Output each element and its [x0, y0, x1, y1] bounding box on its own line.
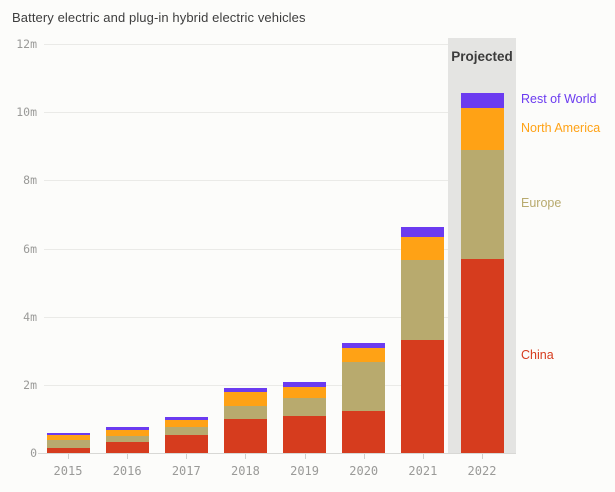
x-axis-label-2021: 2021: [408, 464, 438, 478]
gridline-4m: [44, 316, 516, 318]
y-axis-label-10m: 10m: [16, 105, 37, 120]
bar-segment-2019-rest-of-world: [283, 382, 327, 388]
bar-segment-2020-china: [342, 410, 386, 453]
legend-label-rest-of-world: Rest of World: [521, 92, 597, 107]
legend-label-north-america: North America: [521, 120, 601, 135]
bar-segment-2022-north-america: [460, 108, 504, 150]
x-axis-label-2022: 2022: [467, 464, 497, 478]
bar-segment-2018-north-america: [223, 391, 267, 406]
bar-segment-2022-rest-of-world: [460, 92, 504, 109]
bar-segment-2017-europe: [164, 426, 208, 435]
legend-label-europe: Europe: [521, 196, 562, 211]
x-axis-tick-2016: [127, 454, 129, 459]
x-axis-label-2019: 2019: [290, 464, 320, 478]
bar-segment-2020-north-america: [342, 348, 386, 362]
bar-segment-2015-north-america: [46, 434, 90, 441]
bar-segment-2020-rest-of-world: [342, 342, 386, 349]
bar-segment-2022-china: [460, 258, 504, 453]
chart-title: Battery electric and plug-in hybrid elec…: [12, 10, 306, 25]
x-axis-tick-2021: [422, 454, 424, 459]
bar-segment-2015-rest-of-world: [46, 432, 90, 435]
y-axis-label-0: 0: [30, 446, 37, 460]
bar-segment-2021-china: [401, 339, 445, 453]
bar-segment-2019-china: [283, 415, 327, 453]
gridline-12m: [44, 44, 516, 45]
y-axis-label-4m: 4m: [23, 309, 37, 324]
bar-segment-2018-europe: [223, 405, 267, 419]
bar-segment-2019-europe: [283, 398, 327, 416]
bar-segment-2016-europe: [105, 435, 149, 443]
bar-segment-2017-rest-of-world: [164, 416, 208, 420]
projected-annotation-label: Projected: [451, 49, 513, 64]
x-axis-label-2017: 2017: [171, 464, 201, 478]
x-axis-label-2016: 2016: [112, 464, 142, 478]
x-axis-tick-2015: [68, 454, 69, 459]
bar-segment-2015-europe: [46, 440, 90, 449]
bar-segment-2017-north-america: [164, 419, 208, 427]
gridline-6m: [44, 248, 516, 250]
bar-segment-2018-rest-of-world: [223, 388, 267, 392]
x-axis-tick-2020: [363, 454, 365, 459]
x-axis-tick-2017: [186, 454, 188, 459]
x-axis-label-2020: 2020: [349, 464, 379, 478]
bar-segment-2016-rest-of-world: [105, 427, 149, 431]
bar-segment-2020-europe: [342, 361, 386, 411]
x-axis-label-2018: 2018: [230, 464, 260, 478]
gridline-2m: [44, 384, 516, 386]
x-axis-tick-2019: [304, 454, 306, 459]
bar-segment-2018-china: [223, 418, 267, 453]
bar-segment-2015-china: [46, 448, 90, 453]
x-axis-line: [38, 453, 516, 454]
bar-segment-2016-china: [105, 442, 149, 453]
bar-segment-2022-europe: [460, 149, 504, 259]
bar-segment-2019-north-america: [283, 387, 327, 399]
x-axis-tick-2018: [245, 454, 247, 459]
gridline-8m: [44, 180, 516, 182]
x-axis-tick-2022: [482, 454, 483, 459]
bar-segment-2021-europe: [401, 259, 445, 340]
bar-segment-2021-rest-of-world: [401, 226, 445, 237]
y-axis-label-8m: 8m: [23, 173, 37, 188]
bar-segment-2016-north-america: [105, 430, 149, 436]
bar-segment-2021-north-america: [401, 236, 445, 260]
legend-label-china: China: [521, 347, 554, 362]
gridline-10m: [44, 112, 516, 114]
y-axis-label-12m: 12m: [16, 37, 37, 51]
x-axis-label-2015: 2015: [53, 464, 83, 478]
y-axis-label-2m: 2m: [23, 377, 37, 392]
bar-segment-2017-china: [164, 434, 208, 453]
y-axis-label-6m: 6m: [23, 241, 37, 256]
